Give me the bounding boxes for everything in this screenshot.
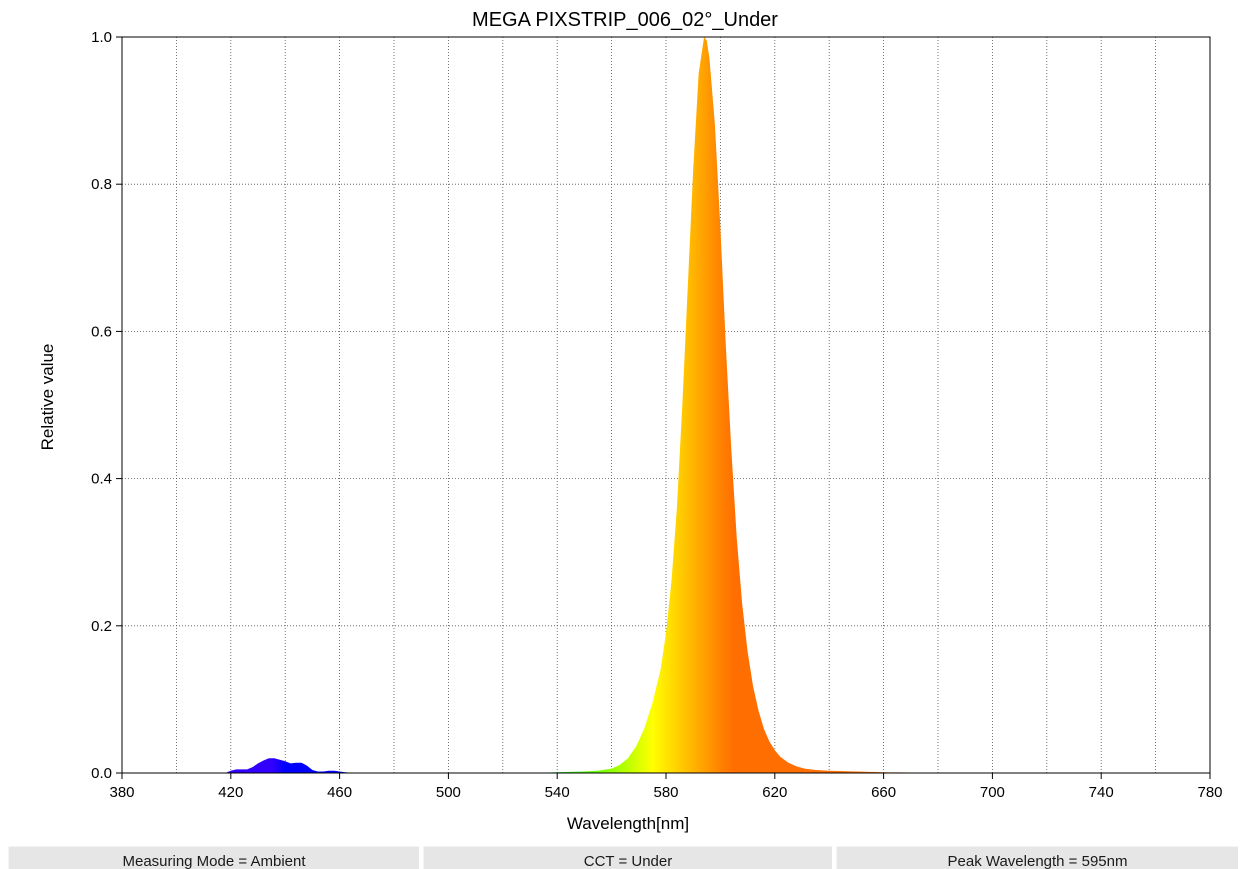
y-tick-label: 0.6 [91,323,112,340]
spectrum-area [122,37,1210,773]
x-tick-label: 660 [871,784,896,801]
x-tick-label: 580 [653,784,678,801]
peak-wavelength-status: Peak Wavelength = 595nm [836,846,1238,869]
spectrum-chart: MEGA PIXSTRIP_006_02°_Under 380 420 460 500… [38,9,1223,833]
x-tick-label: 740 [1089,784,1114,801]
x-tick-label: 700 [980,784,1005,801]
chart-title: MEGA PIXSTRIP_006_02°_Under [472,9,778,31]
y-tick-label: 0.2 [91,618,112,635]
x-tick-label: 620 [762,784,787,801]
x-tick-label: 780 [1197,784,1222,801]
y-tick-label: 0.4 [91,471,112,488]
x-tick-label: 540 [545,784,570,801]
y-axis-label: Relative value [38,344,57,451]
grid-lines [122,37,1210,773]
x-tick-label: 460 [327,784,352,801]
x-axis-label: Wavelength[nm] [567,814,689,833]
y-axis-ticks: 0.0 0.2 0.4 0.6 0.8 1.0 [91,29,122,782]
x-axis-ticks: 380 420 460 500 540 580 620 660 700 740 780 [109,773,1223,801]
y-tick-label: 0.8 [91,176,112,193]
x-tick-label: 420 [218,784,243,801]
y-tick-label: 0.0 [91,765,112,782]
x-tick-label: 380 [109,784,134,801]
x-tick-label: 500 [436,784,461,801]
status-bar: Measuring Mode = Ambient CCT = Under Pea… [8,844,1238,869]
y-tick-label: 1.0 [91,29,112,46]
measuring-mode-status: Measuring Mode = Ambient [8,846,419,869]
cct-status: CCT = Under [423,846,832,869]
